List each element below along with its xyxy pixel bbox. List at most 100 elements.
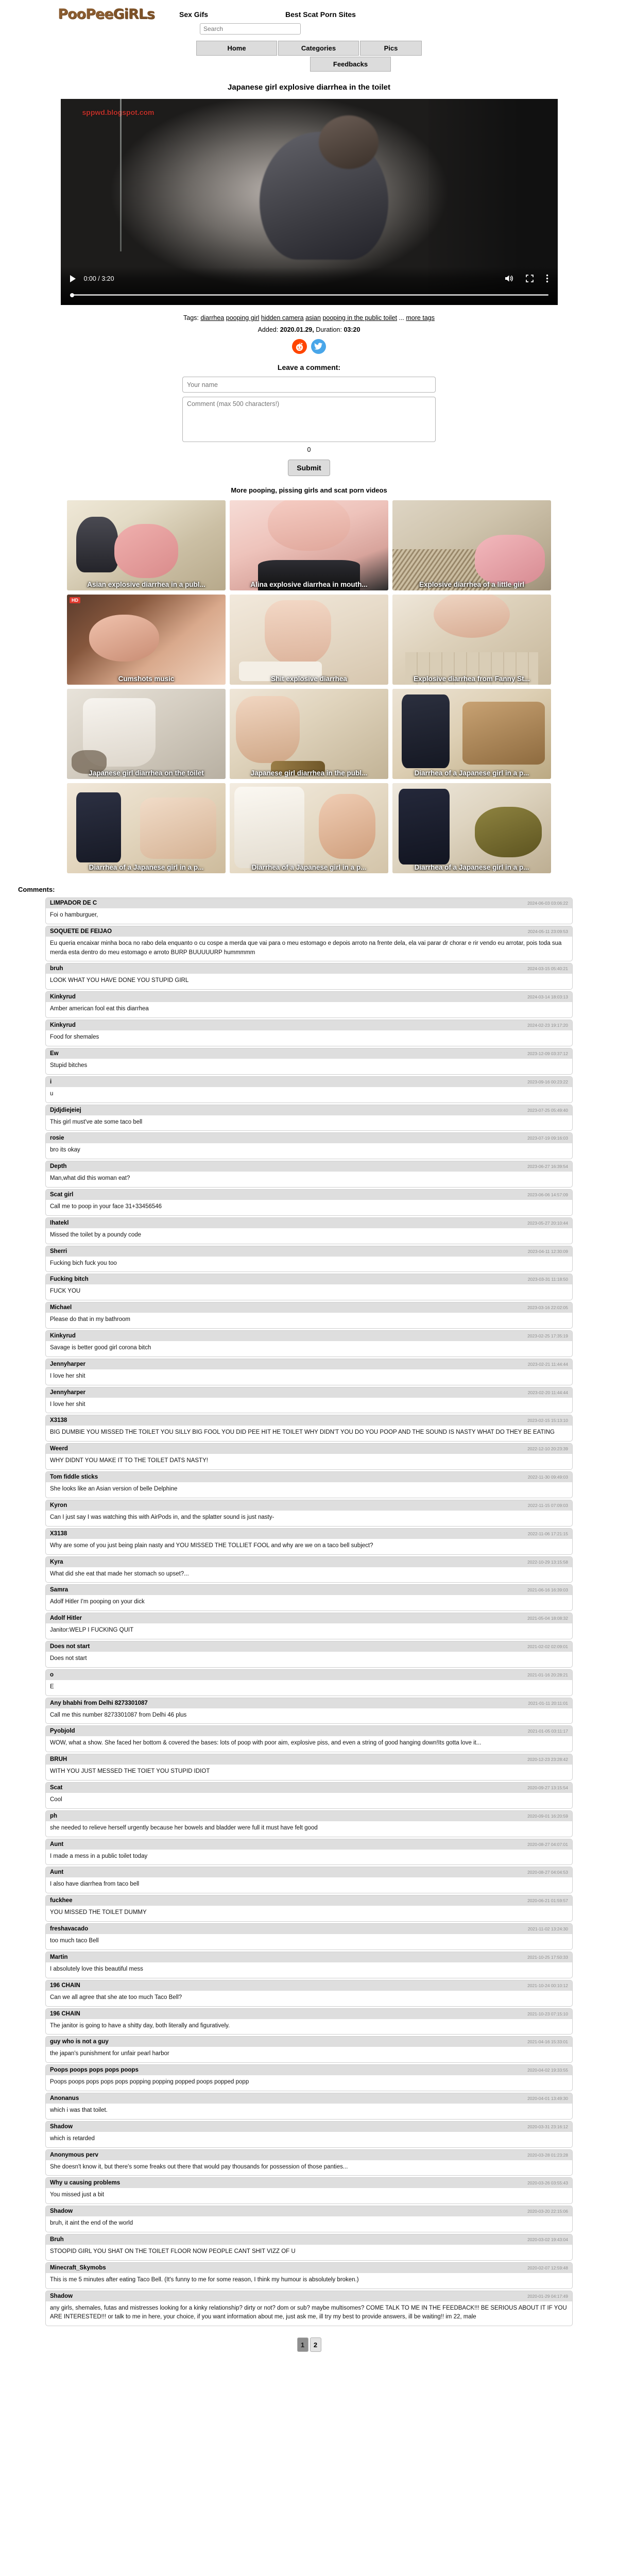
comment-item: Shadow 2020-01-29 04:17:49 any girls, shem… [45,2290,573,2327]
comment-header: LIMPADOR DE C 2024-06-03 03:06:22 [46,898,572,908]
related-video-card[interactable]: Shit explosive diarrhea [230,595,388,685]
comment-date: 2020-03-31 23:16:12 [527,2124,568,2129]
video-player[interactable]: sppwd.blogspot.com 0:00 / 3:20 [60,99,558,305]
nav-item-categories[interactable]: Categories [278,41,359,56]
comment-item: X3138 2023-02-15 15:13:10 BIG DUMBIE YOU M… [45,1415,573,1442]
comment-body: LOOK WHAT YOU HAVE DONE YOU STUPID GIRL [50,977,189,984]
player-controls-row: 0:00 / 3:20 [61,274,558,283]
comment-header: Michael 2023-03-16 22:02:05 [46,1302,572,1313]
reddit-icon[interactable] [292,339,307,354]
site-logo[interactable]: PooPeeGiRLs [0,3,155,21]
search-row [0,21,618,35]
comment-item: Tom fiddle sticks 2022-11-30 09:49:03 She … [45,1471,573,1498]
comment-header: freshavacado 2021-11-02 13:24:30 [46,1924,572,1935]
comment-body: Call me to poop in your face 31+33456546 [50,1203,162,1210]
pagination-page-1[interactable]: 1 [297,2337,308,2352]
duration-value: 03:20 [344,326,360,333]
comment-date: 2021-04-16 15:33:01 [527,2039,568,2045]
comment-date: 2020-03-02 19:43:04 [527,2237,568,2242]
header-link-best-scat-porn-sites[interactable]: Best Scat Porn Sites [285,10,356,19]
volume-icon[interactable] [505,275,513,282]
comment-author: rosie [50,1135,64,1142]
comment-body: bro its okay [50,1147,80,1154]
comment-author: BRUH [50,1756,67,1763]
nav-item-pics[interactable]: Pics [360,41,422,56]
comment-body: Cool [50,1797,62,1803]
comment-header: Bruh 2020-03-02 19:43:04 [46,2234,572,2245]
related-video-card[interactable]: Alina explosive diarrhea in mouth... [230,500,388,590]
related-video-card[interactable]: Asian explosive diarrhea in a publ... [67,500,226,590]
submit-button[interactable]: Submit [288,460,330,476]
comment-item: Poops poops pops pops poops 2020-04-02 19… [45,2064,573,2091]
comment-body: which is retarded [50,2135,95,2142]
comment-body: Janitor:WELP I FUCKING QUIT [50,1627,134,1634]
comment-header: Shadow 2020-03-20 22:15:06 [46,2206,572,2217]
comment-author: 196 CHAIN [50,2010,80,2017]
comment-date: 2021-10-25 17:50:33 [527,1954,568,1960]
tag-hidden-camera[interactable]: hidden camera [261,314,304,321]
nav-item-feedbacks[interactable]: Feedbacks [310,57,391,72]
comment-author: Shadow [50,2293,73,2299]
header-link-sex-gifs[interactable]: Sex Gifs [179,10,209,19]
comment-author: Aunt [50,1841,64,1848]
related-video-card[interactable]: Diarrhea of a Japanese girl in a p... [392,783,551,873]
comment-date: 2020-03-28 01:23:28 [527,2152,568,2158]
related-video-card[interactable]: HD Cumshots music [67,595,226,685]
comment-body: u [50,1090,54,1097]
related-video-card[interactable]: Diarrhea of a Japanese girl in a p... [392,689,551,779]
nav-item-home[interactable]: Home [196,41,277,56]
tag-pooping-girl[interactable]: pooping girl [226,314,260,321]
search-input[interactable] [200,23,301,35]
comment-item: Djdjdiejeiej 2023-07-25 05:49:40 This girl… [45,1104,573,1131]
comment-header: Weerd 2022-12-10 20:23:39 [46,1444,572,1454]
fullscreen-icon[interactable] [525,275,534,282]
comment-item: Bruh 2020-03-02 19:43:04 STOOPID GIRL YOU … [45,2234,573,2261]
progress-knob[interactable] [70,293,74,297]
progress-bar[interactable] [70,293,548,297]
comment-date: 2024-03-15 05:40:21 [527,966,568,972]
related-video-card[interactable]: Japanese girl diarrhea in the publ... [230,689,388,779]
comment-body: Poops poops pops pops pops popping poppi… [50,2079,249,2086]
comment-item: freshavacado 2021-11-02 13:24:30 too much … [45,1923,573,1950]
player-timecode: 0:00 / 3:20 [83,275,114,282]
related-video-card[interactable]: Explosive diarrhea from Fanny St... [392,595,551,685]
play-icon[interactable] [70,275,76,282]
comment-body: She looks like an Asian version of belle… [50,1486,178,1493]
twitter-icon[interactable] [311,339,326,354]
comment-date: 2021-01-05 03:11:17 [527,1728,568,1734]
comment-date: 2023-07-25 05:49:40 [527,1107,568,1113]
comment-header: Shadow 2020-01-29 04:17:49 [46,2291,572,2301]
comment-date: 2023-02-21 11:44:44 [527,1361,568,1367]
more-options-icon[interactable] [546,274,548,283]
tag-diarrhea[interactable]: diarrhea [200,314,225,321]
comment-date: 2023-09-16 00:23:22 [527,1079,568,1084]
comment-date: 2023-04-11 12:30:09 [527,1248,568,1254]
comment-date: 2020-04-01 13:49:30 [527,2095,568,2101]
comment-item: Does not start 2021-02-02 02:09:01 Does no… [45,1640,573,1668]
comment-date: 2023-02-15 15:13:10 [527,1418,568,1423]
added-date: 2020.01.29, [280,326,314,333]
tag-pooping-in-the-public-toilet[interactable]: pooping in the public toilet [322,314,397,321]
tag-asian[interactable]: asian [305,314,321,321]
comment-body: Savage is better good girl corona bitch [50,1345,151,1351]
comment-text-input[interactable] [182,397,436,442]
comment-name-input[interactable] [182,377,436,393]
comment-header: Fucking bitch 2023-03-31 11:18:50 [46,1274,572,1285]
related-video-card[interactable]: Diarrhea of a Japanese girl in a p... [230,783,388,873]
video-scene-subject-head [319,115,379,169]
pagination-page-2[interactable]: 2 [310,2337,321,2352]
comment-header: Depth 2023-06-27 16:39:54 [46,1161,572,1172]
comment-author: ph [50,1812,58,1819]
related-video-card[interactable]: Japanese girl diarrhea on the toilet [67,689,226,779]
comment-author: Scat girl [50,1191,74,1198]
comment-date: 2021-10-23 07:15:10 [527,2011,568,2016]
related-video-title: Shit explosive diarrhea [271,675,347,683]
related-video-card[interactable]: Explosive diarrhea of a little girl [392,500,551,590]
comment-author: Weerd [50,1446,68,1452]
comment-date: 2021-10-24 00:10:12 [527,1982,568,1988]
related-video-card[interactable]: Diarrhea of a Japanese girl in a p... [67,783,226,873]
comment-item: Anonymous perv 2020-03-28 01:23:28 She doe… [45,2149,573,2176]
more-tags-link[interactable]: more tags [406,314,435,321]
comment-author: o [50,1671,54,1678]
comment-header: Kinkyrud 2023-02-25 17:35:19 [46,1331,572,1341]
